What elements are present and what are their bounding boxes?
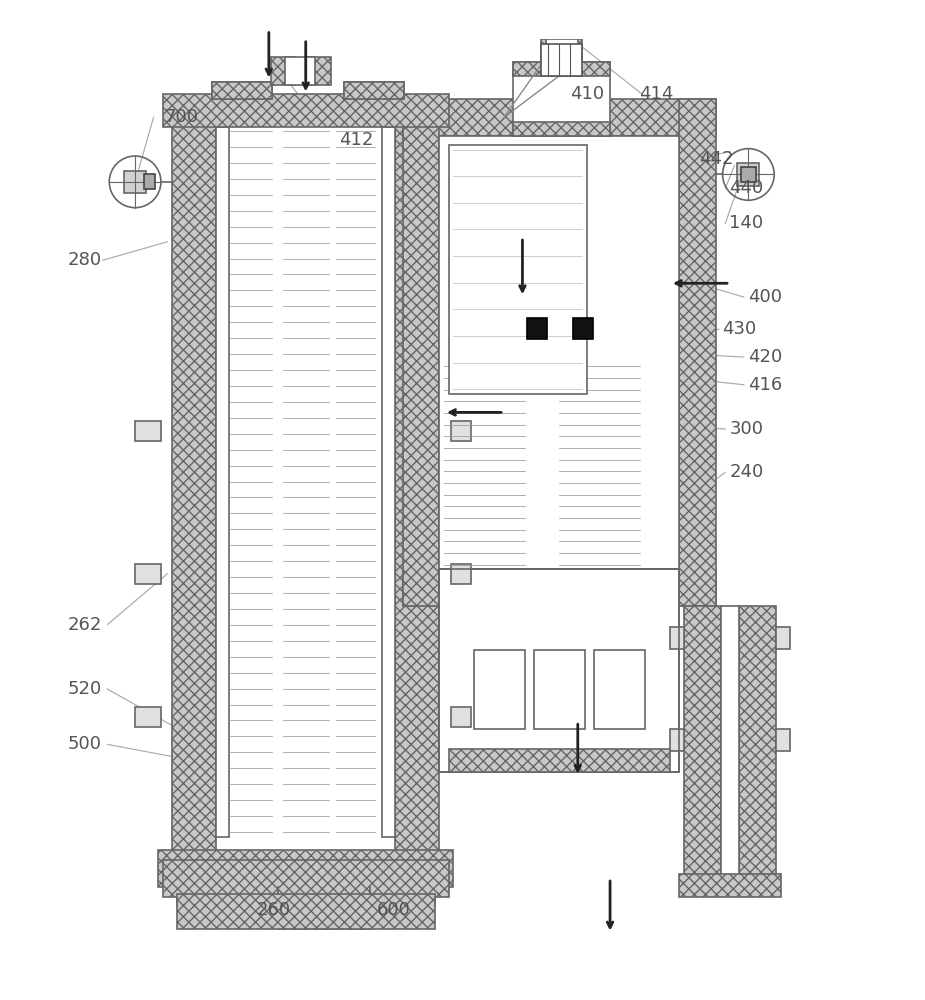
Text: 500: 500 (68, 735, 102, 753)
Bar (534, 650, 585, 729)
Bar (513, 62, 610, 136)
Bar (439, 569, 679, 772)
Text: 520: 520 (68, 680, 102, 698)
Bar (177, 894, 435, 929)
Bar (395, 99, 439, 855)
Bar (158, 850, 453, 887)
Bar (382, 126, 395, 837)
Bar (124, 171, 146, 193)
Bar (285, 57, 314, 85)
Text: 700: 700 (165, 108, 198, 126)
Bar (450, 707, 471, 727)
Text: 262: 262 (68, 616, 102, 634)
Text: 440: 440 (730, 179, 764, 197)
Text: 414: 414 (639, 85, 673, 103)
Bar (737, 163, 759, 186)
Bar (670, 729, 684, 751)
Bar (684, 606, 721, 878)
Text: 240: 240 (730, 463, 764, 481)
Bar (212, 82, 272, 99)
Bar (679, 874, 781, 897)
Text: 260: 260 (256, 901, 290, 919)
Text: 412: 412 (339, 131, 374, 149)
Bar (546, 39, 578, 62)
Bar (163, 860, 449, 897)
Bar (344, 82, 404, 99)
Bar (527, 318, 548, 339)
Text: 140: 140 (730, 214, 764, 232)
Bar (135, 421, 161, 441)
Bar (594, 650, 645, 729)
Bar (216, 126, 229, 837)
Bar (541, 39, 583, 62)
Bar (776, 729, 790, 751)
Text: 416: 416 (748, 376, 783, 394)
Text: 442: 442 (699, 150, 734, 168)
Bar (741, 167, 756, 182)
Bar (679, 99, 716, 606)
Bar (135, 564, 161, 584)
Bar (450, 421, 471, 441)
Bar (144, 174, 155, 189)
Bar (402, 99, 439, 606)
Text: 430: 430 (722, 320, 757, 338)
Bar (271, 57, 295, 85)
Bar (402, 569, 716, 606)
Bar (513, 122, 610, 136)
Bar (574, 318, 594, 339)
Bar (670, 627, 684, 649)
Bar (278, 892, 370, 929)
Bar (344, 82, 404, 99)
Bar (177, 883, 435, 906)
Bar (212, 82, 272, 99)
Bar (739, 606, 776, 878)
Bar (449, 749, 670, 772)
Bar (172, 99, 216, 855)
Bar (307, 57, 331, 85)
Text: 400: 400 (748, 288, 782, 306)
Bar (163, 94, 449, 127)
Text: 420: 420 (748, 348, 783, 366)
Text: 410: 410 (570, 85, 604, 103)
Bar (776, 627, 790, 649)
Bar (402, 99, 716, 136)
Text: 300: 300 (730, 420, 763, 438)
Bar (450, 564, 471, 584)
Bar (229, 127, 382, 837)
Bar (449, 145, 587, 394)
Bar (721, 606, 739, 878)
Text: 600: 600 (376, 901, 411, 919)
Bar (513, 62, 610, 76)
Bar (439, 136, 679, 569)
Bar (135, 707, 161, 727)
Bar (541, 44, 583, 76)
Text: 280: 280 (68, 251, 102, 269)
Bar (474, 650, 524, 729)
Bar (439, 569, 679, 772)
